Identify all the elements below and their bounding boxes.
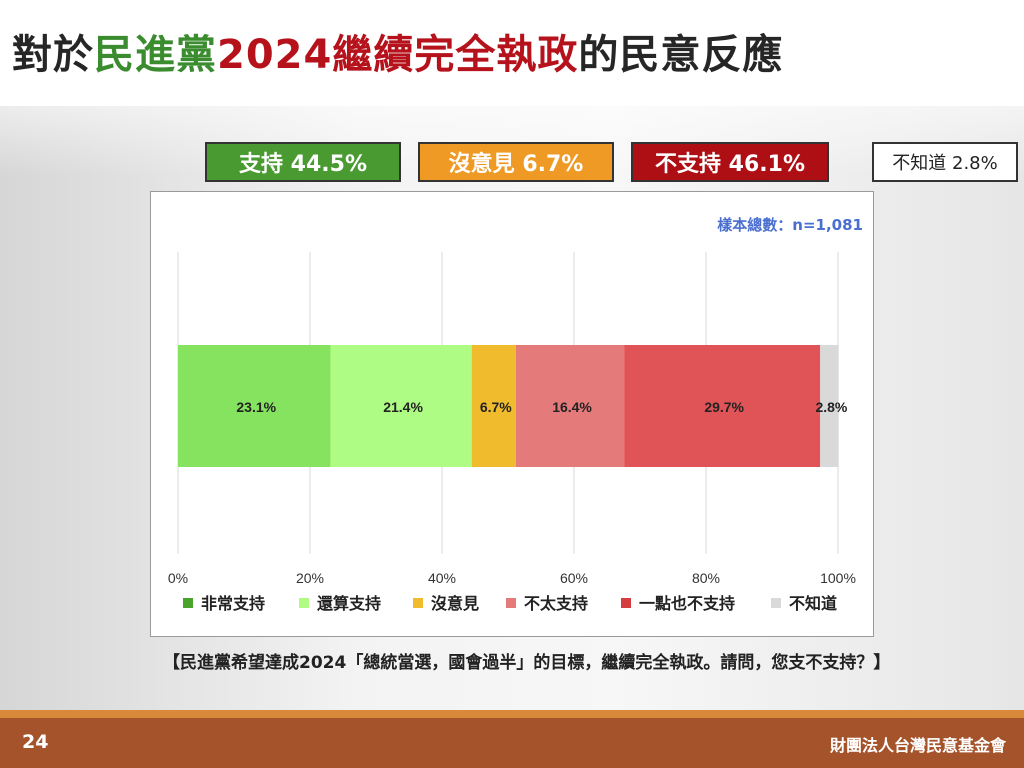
x-tick-label: 40% — [428, 570, 456, 586]
x-tick-label: 80% — [692, 570, 720, 586]
title-party: 民進黨 — [94, 32, 217, 78]
page-number: 24 — [22, 731, 49, 753]
title-prefix: 對於 — [12, 32, 94, 78]
data-label: 2.8% — [815, 399, 847, 415]
page-title: 對於民進黨2024繼續完全執政的民意反應 — [12, 22, 783, 82]
footer-bar: 24 財團法人台灣民意基金會 — [0, 718, 1024, 768]
footer-stripe — [0, 710, 1024, 718]
legend-label: 一點也不支持 — [639, 594, 735, 613]
legend-label: 沒意見 — [431, 594, 479, 613]
legend-swatch — [771, 598, 781, 608]
x-tick-label: 20% — [296, 570, 324, 586]
survey-question: 【民進黨希望達成2024「總統當選，國會過半」的目標，繼續完全執政。請問，您支不… — [163, 653, 891, 673]
summary-neutral-box: 沒意見 6.7% — [418, 142, 614, 182]
legend-swatch — [299, 598, 309, 608]
bar-segment — [624, 345, 821, 467]
title-suffix: 的民意反應 — [578, 32, 784, 78]
data-label: 29.7% — [704, 399, 744, 415]
title-subject: 2024繼續完全執政 — [217, 32, 579, 78]
bar-segment — [515, 345, 625, 467]
bar-segment — [330, 345, 472, 467]
data-label: 6.7% — [480, 399, 512, 415]
sample-size-label: 樣本總數：n=1,081 — [717, 216, 863, 234]
data-label: 16.4% — [552, 399, 592, 415]
summary-unknown-box: 不知道 2.8% — [872, 142, 1018, 182]
data-label: 21.4% — [383, 399, 423, 415]
organization-name: 財團法人台灣民意基金會 — [829, 736, 1006, 755]
stacked-bar-chart: 0% 20% 40% 60% 80% 100% 23.1% 21.4% 6.7% 16.4% 29.… — [168, 252, 856, 613]
legend-swatch — [183, 598, 193, 608]
legend-label: 非常支持 — [201, 594, 265, 613]
legend-label: 不知道 — [789, 594, 837, 613]
legend-swatch — [413, 598, 423, 608]
data-label: 23.1% — [236, 399, 276, 415]
summary-support-box: 支持 44.5% — [205, 142, 401, 182]
summary-oppose-box: 不支持 46.1% — [631, 142, 829, 182]
x-tick-label: 0% — [168, 570, 188, 586]
legend-label: 還算支持 — [317, 594, 381, 613]
legend-swatch — [621, 598, 631, 608]
x-tick-label: 60% — [560, 570, 588, 586]
x-tick-label: 100% — [820, 570, 856, 586]
bar-segment — [471, 345, 516, 467]
bar-segment — [820, 345, 839, 467]
bar-segment — [178, 345, 331, 467]
legend-swatch — [506, 598, 516, 608]
chart-panel: 樣本總數：n=1,081 0% 20% 40% 60% 80% 100% 23.1% 21.4… — [150, 191, 874, 637]
legend-label: 不太支持 — [524, 594, 588, 613]
